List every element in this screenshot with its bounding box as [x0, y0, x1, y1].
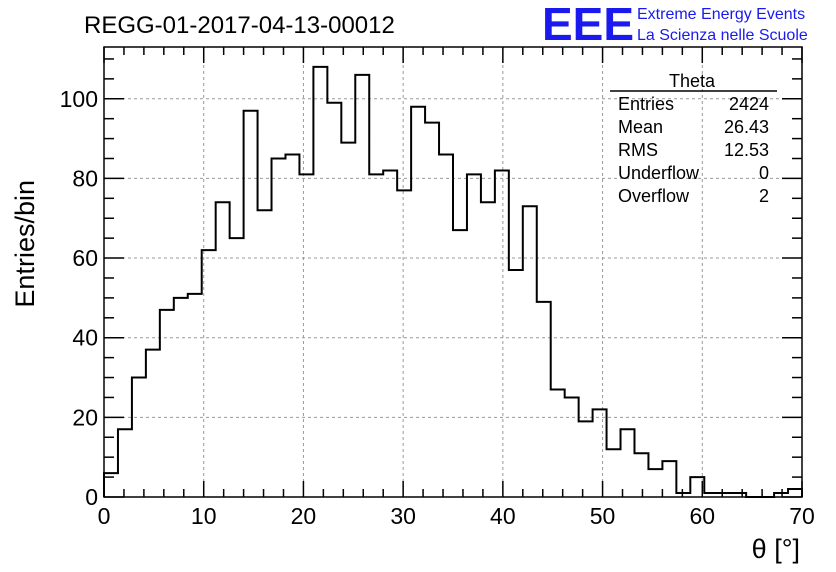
axis-ticks	[103, 47, 803, 498]
stats-label: Underflow	[618, 163, 700, 183]
histogram-bin	[537, 302, 551, 497]
histogram-bin	[634, 453, 648, 497]
histogram-bin	[202, 250, 216, 497]
stats-rows: Entries 2424 Mean 26.43 RMS 12.53 Underflow 0 Ov…	[618, 94, 769, 206]
histogram-bin	[369, 174, 383, 497]
histogram-bin	[132, 378, 146, 497]
histogram-bin	[523, 206, 537, 497]
histogram-bin	[551, 389, 565, 497]
stats-label: RMS	[618, 140, 658, 160]
stats-label: Overflow	[618, 186, 690, 206]
x-tick-label: 40	[490, 503, 516, 529]
histogram-bin	[621, 429, 635, 497]
histogram-bin	[607, 449, 621, 497]
histogram-bin	[397, 190, 411, 497]
histogram-bin	[230, 238, 244, 497]
logo-mark: EEE	[542, 0, 634, 50]
stats-label: Mean	[618, 117, 663, 137]
histogram-outline	[103, 65, 803, 498]
histogram-bin	[593, 409, 607, 497]
histogram-bin	[788, 489, 802, 497]
histogram-bin	[383, 170, 397, 497]
histogram-bin	[174, 298, 188, 497]
histogram-bin	[467, 174, 481, 497]
stats-value: 26.43	[724, 117, 769, 137]
x-axis-label: θ [°]	[752, 534, 800, 564]
y-tick-label: 0	[85, 484, 98, 510]
y-tick-label: 40	[72, 325, 98, 351]
histogram-bin	[411, 107, 425, 497]
histogram-bin	[662, 461, 676, 497]
histogram-bin	[313, 67, 327, 497]
chart-title: REGG-01-2017-04-13-00012	[84, 12, 395, 39]
histogram-bin	[648, 469, 662, 497]
histogram-bins	[104, 67, 802, 497]
plot-frame	[103, 46, 803, 498]
logo-line-1: Extreme Energy Events	[637, 6, 805, 23]
histogram-bin	[495, 170, 509, 497]
x-tick-label: 70	[789, 503, 815, 529]
histogram-bin	[285, 155, 299, 497]
histogram-bin	[244, 111, 258, 497]
x-tick-label: 10	[191, 503, 217, 529]
y-tick-label: 60	[72, 245, 98, 271]
histogram-bin	[258, 210, 272, 497]
stats-value: 12.53	[724, 140, 769, 160]
histogram-bin	[327, 103, 341, 497]
histogram-bin	[272, 159, 286, 497]
histogram-bin	[146, 350, 160, 497]
stats-value: 2424	[729, 94, 769, 114]
stats-value: 0	[759, 163, 769, 183]
stats-box: Theta Entries 2424 Mean 26.43 RMS 12.53 Underf…	[610, 71, 777, 206]
y-axis-label: Entries/bin	[10, 180, 40, 308]
histogram-bin	[118, 429, 132, 497]
histogram-bin	[188, 294, 202, 497]
histogram-bin	[355, 75, 369, 497]
histogram-bin	[509, 270, 523, 497]
histogram-bin	[565, 397, 579, 497]
y-tick-label: 80	[72, 165, 98, 191]
stats-value: 2	[759, 186, 769, 206]
x-tick-label: 60	[689, 503, 715, 529]
stats-label: Entries	[618, 94, 674, 114]
histogram-bin	[481, 202, 495, 497]
histogram-bin	[439, 155, 453, 497]
histogram-bin	[216, 202, 230, 497]
x-tick-label: 0	[98, 503, 111, 529]
histogram-bin	[160, 310, 174, 497]
stats-title: Theta	[669, 71, 716, 91]
histogram-bin	[453, 230, 467, 497]
histogram-bin	[299, 174, 313, 497]
logo-line-2: La Scienza nelle Scuole	[637, 27, 808, 44]
histogram-bin	[341, 143, 355, 497]
histogram-bin	[425, 123, 439, 497]
y-tick-label: 100	[60, 86, 98, 112]
y-tick-label: 20	[72, 404, 98, 430]
histogram-bin	[579, 421, 593, 497]
x-tick-label: 20	[291, 503, 317, 529]
x-tick-label: 30	[390, 503, 416, 529]
x-tick-label: 50	[590, 503, 616, 529]
